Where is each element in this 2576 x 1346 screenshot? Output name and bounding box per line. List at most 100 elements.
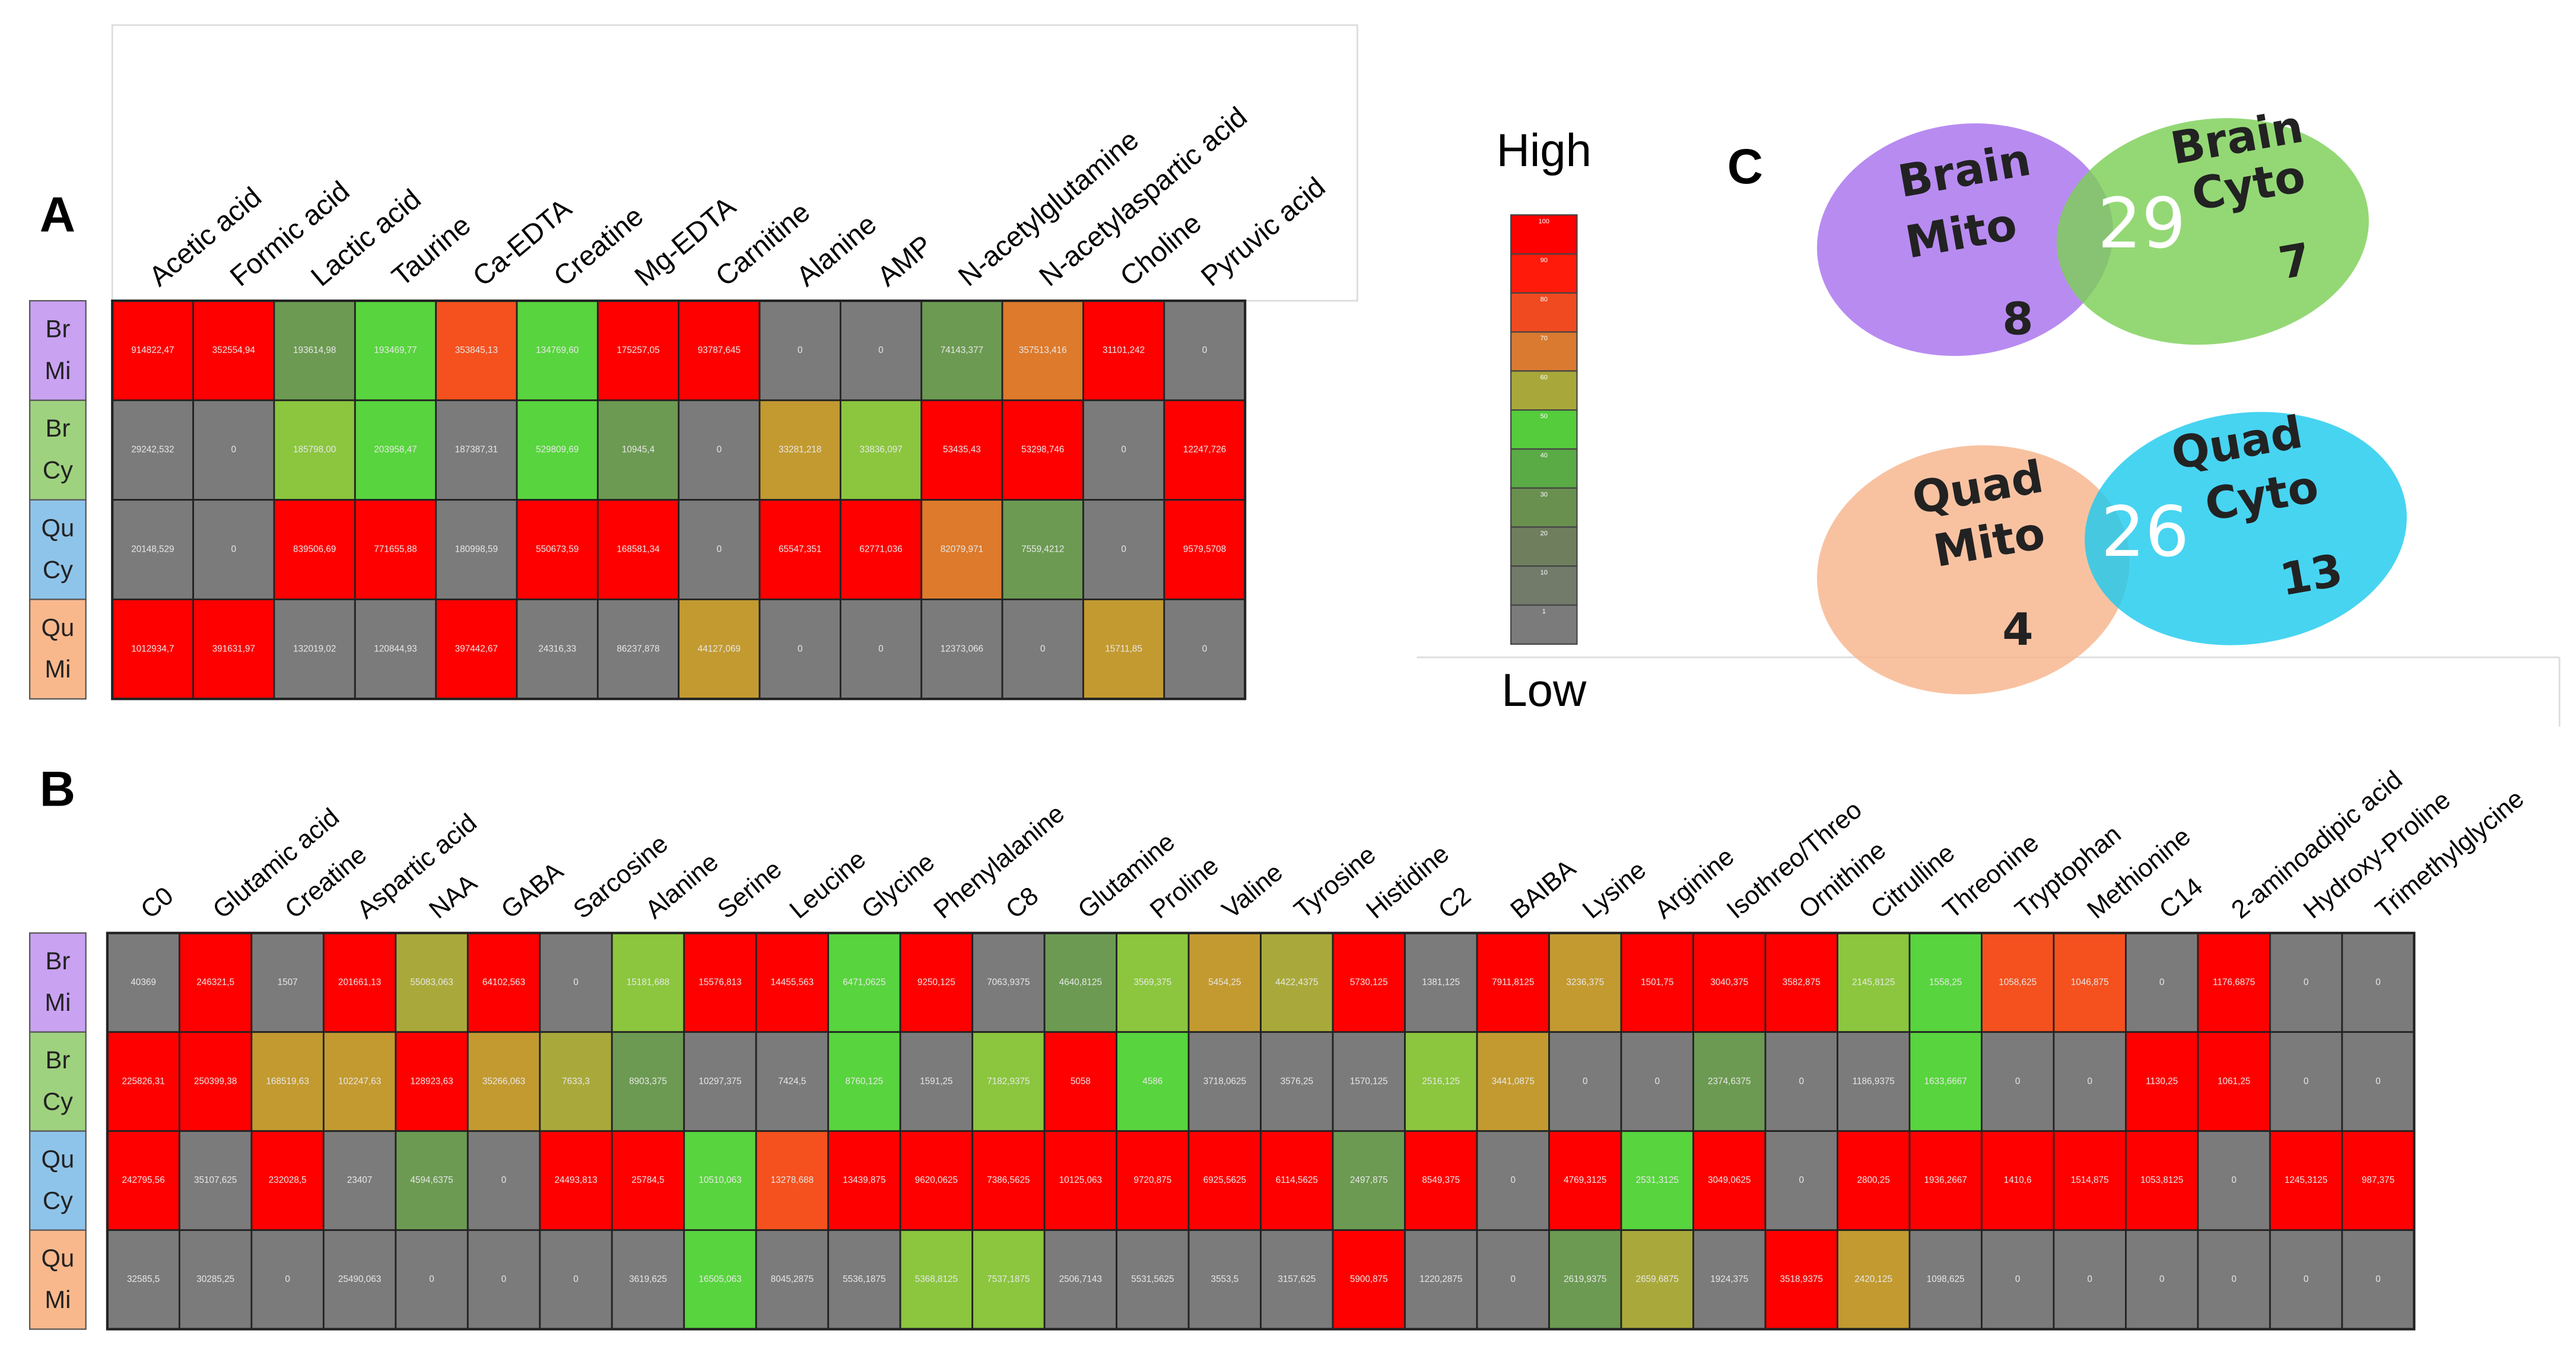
heatmap-cell — [1764, 1031, 1838, 1132]
cell-value: 1410,6 — [2004, 1175, 2032, 1185]
heatmap-cell — [1082, 599, 1165, 700]
cell-value: 13278,688 — [771, 1175, 814, 1185]
cell-value: 1570,125 — [1350, 1076, 1388, 1086]
cell-value: 1130,25 — [2146, 1076, 2178, 1086]
cell-value: 8045,2875 — [771, 1274, 814, 1284]
heatmap-cell — [322, 1130, 397, 1232]
column-label: C14 — [2154, 873, 2208, 925]
heatmap-cell — [1001, 499, 1084, 600]
heatmap-cell — [1404, 1031, 1478, 1132]
cell-value: 0 — [573, 977, 579, 987]
cell-value: 3441,0875 — [1492, 1076, 1535, 1086]
venn-circle — [1816, 123, 2113, 357]
heatmap-cell — [683, 1130, 757, 1232]
heatmap-cell — [466, 932, 541, 1033]
heatmap-cell — [758, 399, 841, 501]
cell-value: 7559,4212 — [1021, 545, 1064, 555]
cell-value: 0 — [1654, 1076, 1660, 1086]
cell-value: 0 — [2375, 977, 2381, 987]
scale-step — [1510, 292, 1578, 333]
heatmap-cell — [611, 1031, 685, 1132]
venn-count: 4 — [2002, 603, 2033, 656]
row-label: Cy — [43, 456, 73, 484]
cell-value: 1507 — [278, 977, 298, 987]
cell-value: 168581,34 — [617, 545, 660, 555]
cell-value: 1053,8125 — [2140, 1175, 2183, 1185]
heatmap-cell — [2197, 1031, 2271, 1132]
heatmap-cell — [1764, 932, 1838, 1033]
cell-value: 7182,9375 — [987, 1076, 1030, 1086]
cell-value: 529809,69 — [536, 445, 579, 455]
heatmap-cell — [192, 399, 275, 501]
cell-value: 53298,746 — [1021, 445, 1064, 455]
heatmap-cell — [755, 1031, 830, 1132]
venn-count: 13 — [2276, 544, 2346, 606]
heatmap-cell — [920, 399, 1003, 501]
heatmap-cell — [2124, 1130, 2199, 1232]
venn-overlap: 29 — [2098, 183, 2186, 264]
row-label-box — [28, 599, 87, 700]
cell-value: 180998,59 — [455, 545, 498, 555]
heatmap-cell — [755, 1229, 830, 1331]
cell-value: 65547,351 — [779, 545, 821, 555]
heatmap-cell — [539, 1229, 613, 1331]
heatmap-cell — [1908, 932, 1983, 1033]
cell-value: 5900,875 — [1350, 1274, 1388, 1284]
cell-value: 30285,25 — [196, 1274, 234, 1284]
cell-value: 0 — [1583, 1076, 1588, 1086]
heatmap-cell — [920, 300, 1003, 402]
heatmap-cell — [1043, 932, 1118, 1033]
heatmap-cell — [1908, 1130, 1983, 1232]
scale-step-label: 10 — [1540, 569, 1548, 576]
cell-value: 0 — [2087, 1274, 2092, 1284]
heatmap-cell — [1837, 1229, 1911, 1331]
cell-value: 168519,63 — [266, 1076, 309, 1086]
cell-value: 0 — [798, 345, 803, 355]
cell-value: 4640,8125 — [1059, 977, 1102, 987]
cell-value: 9720,875 — [1133, 1175, 1171, 1185]
heatmap-cell — [1476, 1031, 1550, 1132]
heatmap-cell — [839, 399, 923, 501]
cell-value: 7537,1875 — [987, 1274, 1030, 1284]
heatmap-cell — [1260, 932, 1334, 1033]
row-label: Cy — [43, 1186, 73, 1214]
cell-value: 3569,375 — [1133, 977, 1171, 987]
cell-value: 353845,13 — [455, 345, 498, 355]
cell-value: 0 — [878, 644, 884, 654]
column-label: Glycine — [856, 848, 940, 924]
heatmap-cell — [1620, 1130, 1694, 1232]
scale-step-label: 30 — [1540, 491, 1548, 498]
panel-letter: C — [1727, 138, 1763, 194]
cell-value: 1186,9375 — [1853, 1076, 1895, 1086]
cell-value: 16505,063 — [698, 1274, 741, 1284]
heatmap-cell — [596, 499, 680, 600]
cell-value: 55083,063 — [410, 977, 453, 987]
cell-value: 3236,375 — [1566, 977, 1604, 987]
heatmap-cell — [758, 300, 841, 402]
heatmap-cell — [1692, 1031, 1767, 1132]
cell-value: 9579,5708 — [1183, 545, 1226, 555]
venn-overlap: 26 — [2101, 492, 2189, 572]
cell-value: 3718,0625 — [1203, 1076, 1246, 1086]
scale-step — [1510, 214, 1578, 255]
cell-value: 3518,9375 — [1780, 1274, 1823, 1284]
white-strip — [85, 301, 113, 699]
cell-value: 29242,532 — [131, 445, 174, 455]
heatmap-cell — [2124, 1031, 2199, 1132]
cell-value: 0 — [2015, 1274, 2021, 1284]
cell-value: 2506,7143 — [1059, 1274, 1102, 1284]
heatmap-cell — [1163, 599, 1246, 700]
column-label: C2 — [1433, 882, 1476, 924]
cell-value: 44127,069 — [698, 644, 741, 654]
scale-step-label: 90 — [1540, 257, 1548, 264]
row-label: Br — [46, 414, 71, 442]
row-label-box — [28, 300, 87, 401]
cell-value: 0 — [1202, 345, 1208, 355]
cell-value: 3619,625 — [629, 1274, 667, 1284]
scale-step-label: 50 — [1540, 413, 1548, 420]
cell-value: 225826,31 — [122, 1076, 164, 1086]
cell-value: 5058 — [1071, 1076, 1091, 1086]
panel-letter: B — [40, 760, 75, 816]
scale-high: High — [1497, 124, 1592, 176]
